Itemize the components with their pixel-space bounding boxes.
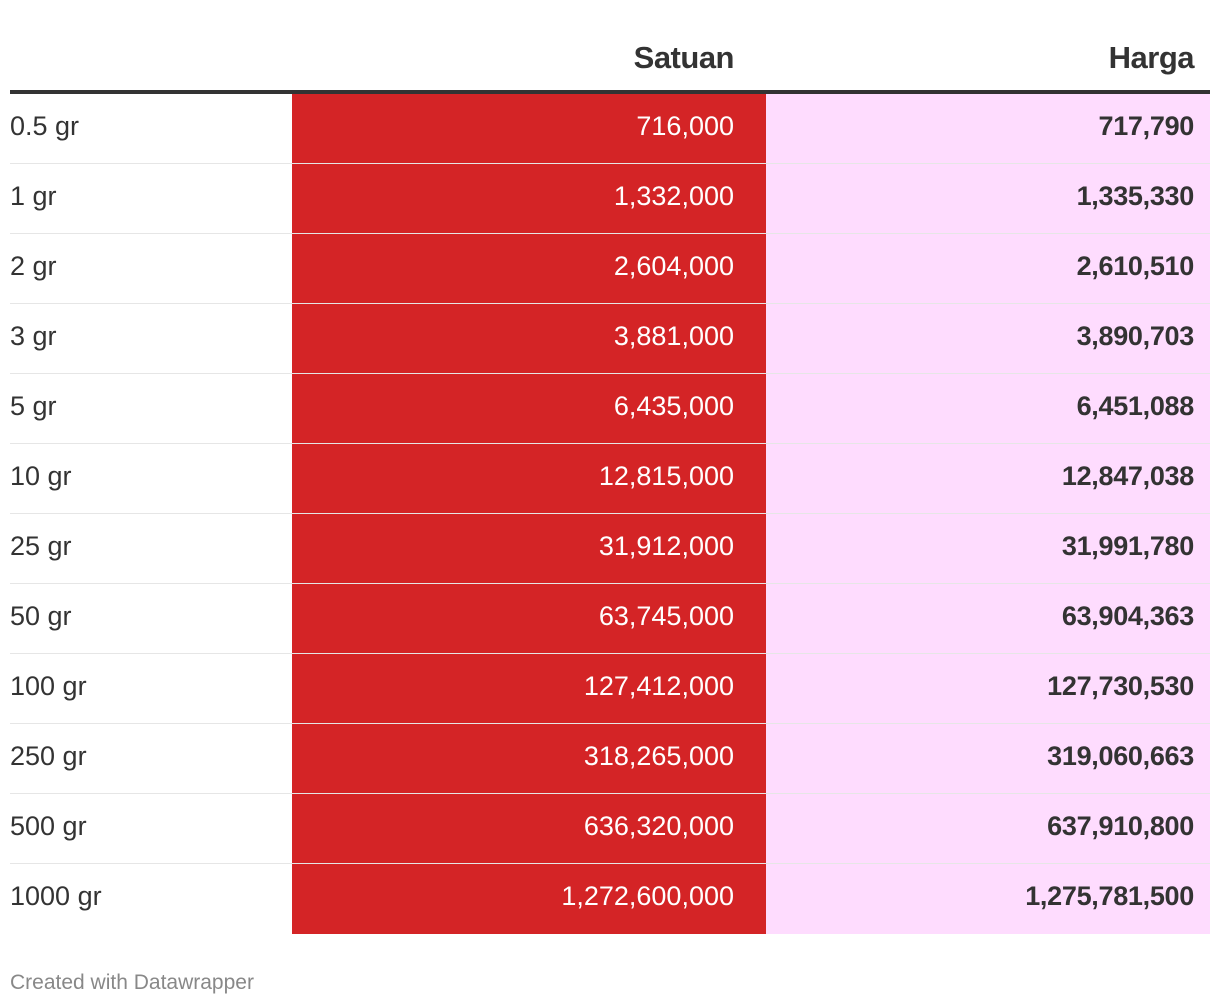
satuan-cell: 1,332,000 [292, 164, 766, 234]
satuan-cell: 63,745,000 [292, 584, 766, 654]
table-row: 31,912,000 31,991,780 25 gr [10, 514, 1210, 584]
harga-cell: 1,275,781,500 [766, 864, 1210, 934]
row-divider [10, 863, 1210, 864]
satuan-cell: 31,912,000 [292, 514, 766, 584]
table-row: 127,412,000 127,730,530 100 gr [10, 654, 1210, 724]
satuan-value: 63,745,000 [598, 601, 734, 631]
harga-value: 12,847,038 [1061, 461, 1194, 491]
harga-value: 637,910,800 [1047, 811, 1194, 841]
row-divider [10, 513, 1210, 514]
harga-cell: 2,610,510 [766, 234, 1210, 304]
satuan-value: 1,332,000 [613, 181, 734, 211]
table-row: 716,000 717,790 0.5 gr [10, 94, 1210, 164]
table-row: 1,272,600,000 1,275,781,500 1000 gr [10, 864, 1210, 934]
harga-value: 6,451,088 [1076, 391, 1195, 421]
harga-cell: 319,060,663 [766, 724, 1210, 794]
price-table: Satuan Harga 716,000 717,790 0.5 gr 1,332,0… [10, 30, 1210, 934]
row-label: 250 gr [10, 741, 87, 771]
row-label: 1 gr [10, 181, 57, 211]
row-label: 0.5 gr [10, 111, 80, 141]
satuan-value: 318,265,000 [583, 741, 734, 771]
harga-value: 63,904,363 [1061, 601, 1194, 631]
row-divider [10, 443, 1210, 444]
column-header-satuan[interactable]: Satuan [633, 40, 735, 75]
harga-value: 3,890,703 [1076, 321, 1195, 351]
table-row: 636,320,000 637,910,800 500 gr [10, 794, 1210, 864]
harga-cell: 637,910,800 [766, 794, 1210, 864]
table-row: 12,815,000 12,847,038 10 gr [10, 444, 1210, 514]
row-label: 25 gr [10, 531, 72, 561]
harga-cell: 6,451,088 [766, 374, 1210, 444]
harga-value: 31,991,780 [1061, 531, 1194, 561]
table-row: 1,332,000 1,335,330 1 gr [10, 164, 1210, 234]
row-label: 5 gr [10, 391, 57, 421]
harga-cell: 1,335,330 [766, 164, 1210, 234]
row-divider [10, 303, 1210, 304]
satuan-cell: 3,881,000 [292, 304, 766, 374]
row-label: 2 gr [10, 251, 57, 281]
harga-value: 127,730,530 [1047, 671, 1194, 701]
satuan-value: 716,000 [636, 111, 734, 141]
satuan-value: 31,912,000 [598, 531, 734, 561]
table-row: 2,604,000 2,610,510 2 gr [10, 234, 1210, 304]
harga-cell: 63,904,363 [766, 584, 1210, 654]
satuan-cell: 12,815,000 [292, 444, 766, 514]
row-divider [10, 653, 1210, 654]
row-label: 1000 gr [10, 881, 102, 911]
row-divider [10, 373, 1210, 374]
satuan-cell: 6,435,000 [292, 374, 766, 444]
datawrapper-credit: Created with Datawrapper [10, 971, 254, 994]
harga-value: 1,335,330 [1076, 181, 1195, 211]
satuan-value: 636,320,000 [583, 811, 734, 841]
satuan-cell: 1,272,600,000 [292, 864, 766, 934]
table-row: 3,881,000 3,890,703 3 gr [10, 304, 1210, 374]
table-header: Satuan Harga [10, 30, 1210, 94]
row-label: 50 gr [10, 601, 72, 631]
row-divider [10, 163, 1210, 164]
harga-cell: 127,730,530 [766, 654, 1210, 724]
harga-value: 2,610,510 [1076, 251, 1195, 281]
satuan-value: 6,435,000 [613, 391, 734, 421]
harga-cell: 31,991,780 [766, 514, 1210, 584]
row-label: 10 gr [10, 461, 72, 491]
harga-cell: 717,790 [766, 94, 1210, 164]
satuan-value: 12,815,000 [598, 461, 734, 491]
table-row: 6,435,000 6,451,088 5 gr [10, 374, 1210, 444]
harga-cell: 3,890,703 [766, 304, 1210, 374]
satuan-cell: 318,265,000 [292, 724, 766, 794]
row-label: 3 gr [10, 321, 57, 351]
harga-value: 319,060,663 [1047, 741, 1194, 771]
row-label: 100 gr [10, 671, 87, 701]
satuan-cell: 127,412,000 [292, 654, 766, 724]
satuan-value: 3,881,000 [613, 321, 734, 351]
satuan-cell: 2,604,000 [292, 234, 766, 304]
column-header-harga[interactable]: Harga [1108, 40, 1195, 75]
harga-value: 717,790 [1098, 111, 1195, 141]
harga-value: 1,275,781,500 [1025, 881, 1194, 911]
satuan-cell: 716,000 [292, 94, 766, 164]
row-divider [10, 233, 1210, 234]
satuan-value: 1,272,600,000 [561, 881, 734, 911]
table-body: 716,000 717,790 0.5 gr 1,332,000 1,335,330 1 … [10, 94, 1210, 934]
table-row: 318,265,000 319,060,663 250 gr [10, 724, 1210, 794]
row-divider [10, 723, 1210, 724]
row-divider [10, 583, 1210, 584]
table-row: 63,745,000 63,904,363 50 gr [10, 584, 1210, 654]
row-label: 500 gr [10, 811, 87, 841]
satuan-value: 127,412,000 [583, 671, 734, 701]
harga-cell: 12,847,038 [766, 444, 1210, 514]
satuan-value: 2,604,000 [613, 251, 734, 281]
row-divider [10, 793, 1210, 794]
satuan-cell: 636,320,000 [292, 794, 766, 864]
